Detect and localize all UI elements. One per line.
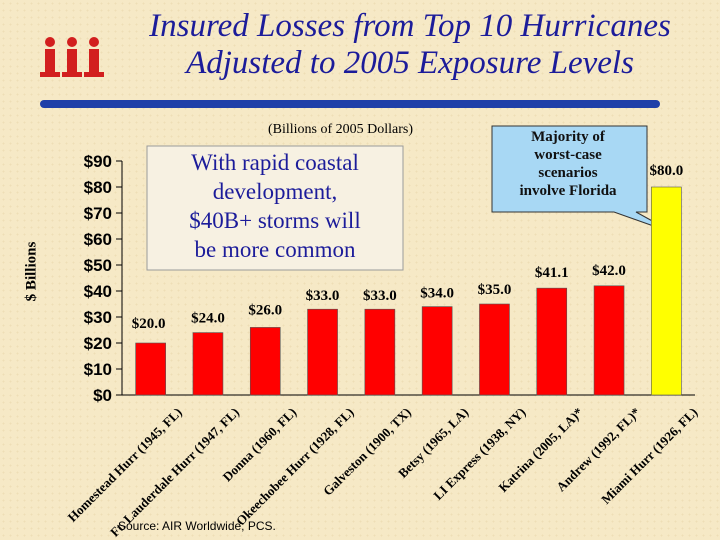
- development-callout-text: With rapid coastal development, $40B+ st…: [150, 148, 400, 264]
- bar: [421, 306, 453, 396]
- florida-line-1: Majority of: [531, 129, 605, 145]
- page-title: Insured Losses from Top 10 Hurricanes Ad…: [110, 8, 710, 82]
- bar: [536, 287, 568, 396]
- callout-line-2: development,: [212, 179, 338, 204]
- bar-value-label: $42.0: [592, 263, 626, 279]
- y-tick-label: $50: [84, 256, 112, 275]
- y-tick-label: $20: [84, 334, 112, 353]
- bar-value-label: $20.0: [132, 316, 166, 332]
- y-tick-label: $70: [84, 204, 112, 223]
- y-tick-label: $0: [93, 386, 112, 405]
- bar: [192, 332, 224, 396]
- iii-logo-icon: [40, 37, 104, 77]
- bar-value-label: $41.1: [535, 265, 569, 281]
- category-label: Homestead Hurr (1945, FL): [65, 405, 185, 525]
- y-tick-label: $30: [84, 308, 112, 327]
- development-callout-box: [146, 145, 404, 271]
- source-note: Source: AIR Worldwide; PCS.: [118, 519, 276, 533]
- title-line-1: Insured Losses from Top 10 Hurricanes: [149, 8, 671, 44]
- bar: [135, 342, 166, 396]
- bar: [307, 308, 338, 396]
- category-label: Miami Hurr (1926, FL): [598, 405, 700, 507]
- y-tick-label: $90: [84, 152, 112, 171]
- bar: [479, 303, 510, 396]
- florida-line-2: worst-case: [534, 147, 602, 163]
- bar-value-label: $24.0: [191, 311, 225, 327]
- bar: [249, 327, 281, 396]
- bar-value-label: $80.0: [649, 163, 683, 179]
- callout-line-4: be more common: [194, 237, 356, 262]
- category-label: Okeechobee Hurr (1928, FL): [233, 405, 357, 529]
- bar-value-label: $26.0: [248, 302, 282, 318]
- y-tick-label: $80: [84, 178, 112, 197]
- florida-line-3: scenarios: [538, 165, 598, 181]
- callout-line-1: With rapid coastal: [191, 150, 359, 175]
- bar: [364, 308, 396, 396]
- bar-value-label: $34.0: [420, 286, 454, 302]
- bar-value-label: $33.0: [306, 288, 340, 304]
- y-tick-label: $10: [84, 360, 112, 379]
- bar: [651, 186, 682, 396]
- bar-value-label: $33.0: [363, 288, 397, 304]
- y-tick-label: $40: [84, 282, 112, 301]
- callout-line-3: $40B+ storms will: [189, 208, 361, 233]
- florida-callout-text: Majority of worst-case scenarios involve…: [497, 128, 639, 200]
- bar-value-label: $35.0: [478, 282, 512, 298]
- title-line-2: Adjusted to 2005 Exposure Levels: [186, 45, 634, 81]
- y-tick-label: $60: [84, 230, 112, 249]
- chart-subtitle: (Billions of 2005 Dollars): [268, 122, 414, 137]
- bar: [593, 285, 625, 396]
- florida-line-4: involve Florida: [519, 183, 617, 199]
- title-divider: [40, 100, 660, 108]
